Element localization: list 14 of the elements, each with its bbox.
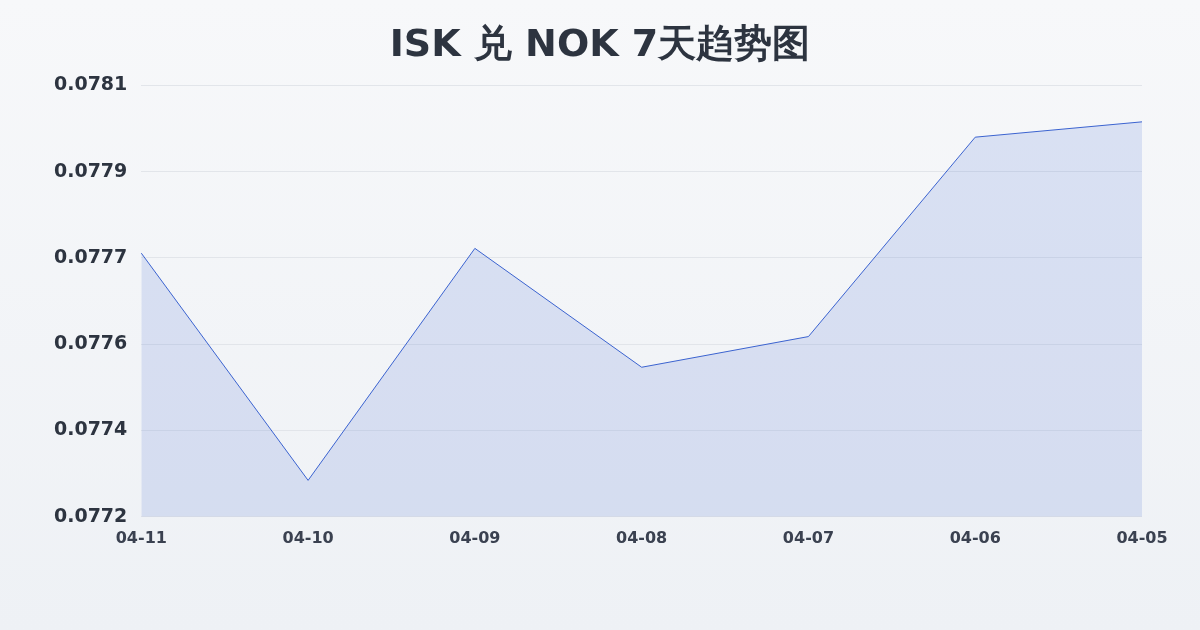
x-tick-label: 04-10: [282, 527, 334, 547]
y-tick-label: 0.0776: [53, 331, 128, 354]
x-tick-label: 04-06: [949, 527, 1001, 547]
y-tick-label: 0.0772: [53, 503, 128, 526]
x-tick-label: 04-11: [115, 527, 167, 547]
y-tick-label: 0.0774: [53, 417, 128, 440]
x-tick-label: 04-07: [782, 527, 835, 547]
y-tick-label: 0.0779: [53, 158, 128, 181]
chart-title: ISK 兑 NOK 7天趋势图: [388, 20, 812, 67]
y-tick-label: 0.0777: [53, 244, 128, 267]
x-tick-label: 04-08: [616, 527, 668, 547]
y-tick-label: 0.0781: [53, 72, 128, 95]
x-tick-label: 04-09: [449, 527, 501, 547]
x-tick-label: 04-05: [1116, 527, 1168, 547]
